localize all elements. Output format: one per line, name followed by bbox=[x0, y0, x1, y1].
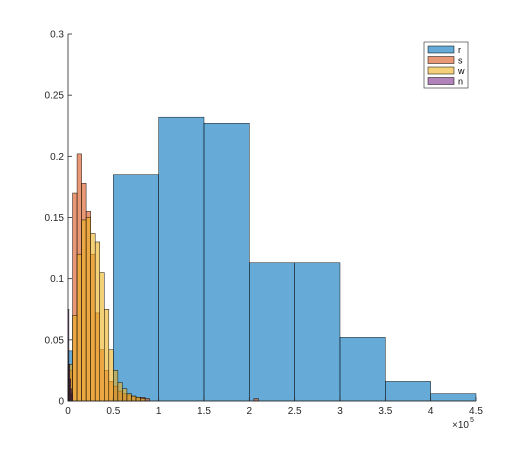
x-tick-label: 0.5 bbox=[106, 406, 120, 417]
x-tick-label: 2.5 bbox=[288, 406, 302, 417]
bar-w-9 bbox=[108, 349, 114, 402]
bar-w-6 bbox=[94, 241, 100, 402]
x-tick-label: 4 bbox=[428, 406, 434, 417]
x-tick-label: 0 bbox=[65, 406, 71, 417]
legend-swatch-s bbox=[427, 56, 455, 64]
bars-layer bbox=[67, 116, 477, 402]
bar-r-1 bbox=[113, 174, 159, 402]
x-tick-label: 1.5 bbox=[197, 406, 211, 417]
x-tick-label: 1 bbox=[156, 406, 162, 417]
y-tick-label: 0 bbox=[58, 397, 64, 408]
bar-w-2 bbox=[76, 253, 82, 402]
y-tick-label: 0.3 bbox=[50, 30, 64, 41]
x-tick-label: 2 bbox=[247, 406, 253, 417]
y-tick-label: 0.05 bbox=[45, 335, 65, 346]
bar-w-10 bbox=[113, 370, 119, 402]
bar-w-5 bbox=[90, 233, 96, 402]
legend-label-r: r bbox=[458, 45, 461, 55]
legend-swatch-r bbox=[427, 45, 455, 54]
x-exponent-power: 5 bbox=[470, 417, 474, 424]
bar-w-15 bbox=[135, 397, 141, 402]
bar-w-14 bbox=[131, 395, 137, 402]
x-exponent-label: ×10 bbox=[452, 420, 469, 431]
bar-w-4 bbox=[85, 217, 91, 402]
x-tick-label: 3 bbox=[337, 406, 343, 417]
bar-w-3 bbox=[81, 219, 87, 402]
y-tick-label: 0.1 bbox=[50, 274, 64, 285]
x-tick-label: 3.5 bbox=[378, 406, 392, 417]
bar-w-7 bbox=[99, 272, 105, 402]
legend-label-n: n bbox=[458, 77, 463, 87]
y-tick-label: 0.2 bbox=[50, 152, 64, 163]
bar-r-7 bbox=[385, 381, 431, 402]
bar-w-8 bbox=[104, 309, 110, 402]
bar-w-13 bbox=[126, 393, 132, 402]
legend-label-w: w bbox=[457, 66, 465, 76]
bar-r-5 bbox=[294, 262, 341, 402]
x-tick-label: 4.5 bbox=[469, 406, 483, 417]
legend-swatch-n bbox=[427, 77, 455, 85]
bar-w-11 bbox=[117, 382, 123, 402]
bar-r-4 bbox=[249, 262, 295, 402]
bar-r-8 bbox=[430, 393, 477, 402]
bar-n-4 bbox=[71, 393, 73, 402]
bar-r-3 bbox=[203, 123, 250, 402]
bar-r-6 bbox=[339, 337, 386, 402]
bar-w-12 bbox=[122, 388, 128, 402]
y-tick-label: 0.15 bbox=[45, 213, 65, 224]
legend-swatch-w bbox=[427, 66, 455, 75]
axes-layer: 0 0.5 1 1.5 2 2.5 3 3.5 4 4.5 0 0.05 0.1 0.15 0.2 0.25 0… bbox=[45, 30, 484, 432]
y-tick-label: 0.25 bbox=[45, 91, 65, 102]
legend-label-s: s bbox=[458, 56, 463, 66]
bar-w-1 bbox=[72, 315, 78, 402]
bar-r-2 bbox=[158, 116, 205, 402]
